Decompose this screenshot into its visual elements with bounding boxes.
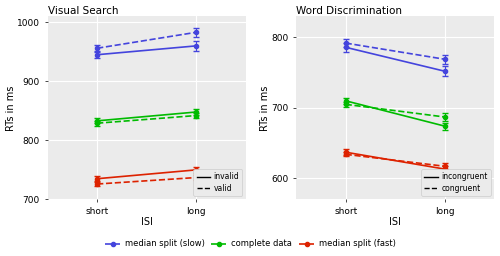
- Text: Word Discrimination: Word Discrimination: [296, 6, 402, 16]
- Legend: incongruent, congruent: incongruent, congruent: [422, 169, 490, 196]
- Y-axis label: RTs in ms: RTs in ms: [260, 85, 270, 131]
- Text: Visual Search: Visual Search: [48, 6, 118, 16]
- Y-axis label: RTs in ms: RTs in ms: [6, 85, 16, 131]
- X-axis label: ISI: ISI: [390, 217, 401, 227]
- X-axis label: ISI: ISI: [141, 217, 152, 227]
- Legend: median split (slow), complete data, median split (fast): median split (slow), complete data, medi…: [101, 236, 399, 252]
- Legend: invalid, valid: invalid, valid: [194, 169, 242, 196]
